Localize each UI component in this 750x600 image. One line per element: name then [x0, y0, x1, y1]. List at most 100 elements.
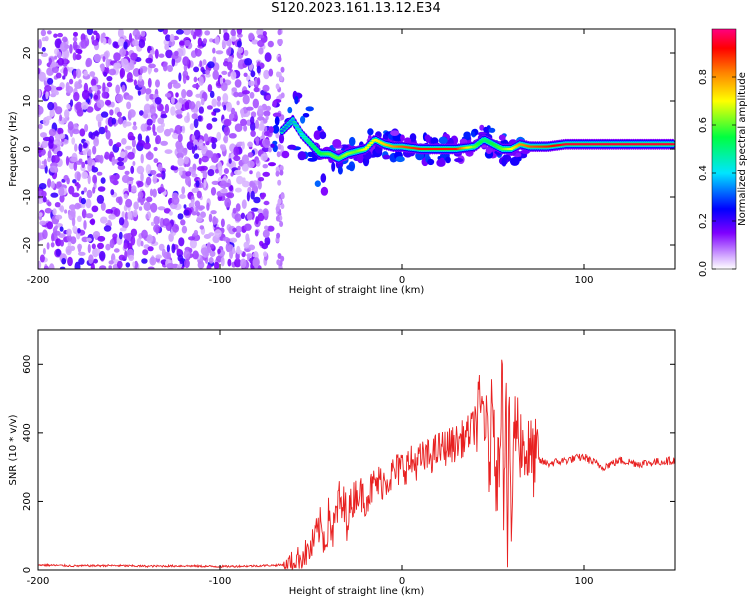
noise-blob [248, 32, 255, 41]
noise-blob [260, 119, 264, 130]
noise-blob [125, 95, 133, 100]
noise-blob [87, 157, 93, 166]
noise-blob [150, 202, 158, 213]
ridge-blob [400, 134, 405, 142]
noise-blob [100, 111, 109, 118]
noise-blob [192, 250, 199, 260]
noise-blob [241, 163, 249, 172]
noise-blob [224, 197, 232, 208]
noise-blob [143, 142, 151, 150]
noise-blob [171, 57, 176, 67]
noise-blob [235, 187, 242, 193]
snr-line [38, 359, 675, 570]
noise-blob [179, 257, 184, 265]
noise-blob [90, 262, 95, 269]
noise-blob [87, 243, 91, 254]
noise-blob [47, 201, 52, 207]
noise-blob [246, 253, 253, 258]
ridge-segment [305, 140, 311, 143]
noise-blob [155, 79, 160, 88]
noise-blob [38, 141, 41, 147]
noise-blob [191, 187, 200, 194]
noise-blob [125, 145, 132, 150]
noise-blob [89, 219, 95, 225]
noise-blob [181, 125, 186, 134]
ridge-blob [346, 164, 355, 171]
snr-background [38, 330, 675, 570]
noise-blob [104, 125, 108, 133]
ridge-blob [337, 166, 343, 175]
noise-blob [96, 99, 105, 109]
noise-blob [138, 206, 143, 211]
noise-blob [85, 213, 94, 219]
y-tick-label: 400 [22, 423, 33, 442]
ridge-blob [272, 100, 277, 108]
noise-blob [169, 128, 174, 133]
noise-blob [74, 261, 81, 269]
noise-blob [250, 190, 255, 200]
noise-blob [56, 86, 63, 91]
ridge-blob [357, 154, 364, 164]
noise-blob [203, 178, 207, 189]
noise-blob [174, 50, 179, 57]
noise-blob [93, 137, 99, 147]
ridge-blob [319, 131, 327, 140]
noise-blob [100, 216, 108, 224]
noise-blob [91, 243, 96, 250]
noise-blob [234, 79, 242, 88]
noise-blob [136, 165, 145, 175]
noise-blob [223, 168, 229, 174]
noise-blob [145, 213, 149, 220]
noise-blob [183, 250, 191, 259]
noise-blob [55, 72, 62, 79]
noise-blob [72, 225, 78, 232]
x-tick-label: -200 [27, 576, 50, 587]
noise-blob [233, 91, 239, 98]
noise-blob [93, 258, 98, 264]
noise-blob [115, 84, 121, 95]
noise-blob [57, 127, 64, 135]
noise-blob [48, 263, 55, 269]
noise-blob [211, 117, 218, 122]
noise-blob [40, 132, 47, 138]
noise-blob [38, 71, 46, 82]
ridge-segment [362, 148, 368, 151]
noise-blob [71, 137, 76, 145]
noise-blob [222, 93, 229, 103]
noise-blob [65, 245, 72, 256]
noise-blob [158, 103, 164, 112]
ridge-blob [268, 126, 274, 134]
ridge-segment [476, 142, 481, 145]
noise-blob [166, 244, 170, 253]
noise-blob [257, 208, 263, 214]
y-tick-label: 200 [22, 492, 33, 511]
noise-blob [261, 130, 265, 139]
noise-blob [241, 154, 249, 165]
noise-blob [131, 138, 136, 148]
noise-blob [102, 82, 106, 92]
noise-blob [236, 29, 243, 35]
noise-blob [219, 188, 228, 194]
noise-blob [145, 57, 153, 64]
noise-blob [91, 165, 95, 171]
noise-blob [126, 101, 132, 110]
noise-blob [164, 93, 172, 98]
ridge-blob [332, 139, 342, 148]
noise-blob [153, 158, 159, 164]
noise-blob [230, 70, 237, 80]
noise-blob [74, 81, 80, 90]
noise-blob [63, 67, 68, 77]
noise-blob [42, 196, 47, 203]
noise-blob [38, 183, 47, 190]
noise-blob [140, 153, 144, 164]
noise-blob [47, 178, 52, 188]
noise-blob [105, 209, 114, 214]
noise-blob [177, 133, 183, 143]
x-tick-label: -100 [209, 275, 232, 286]
noise-blob [194, 206, 199, 213]
noise-blob [86, 237, 92, 242]
noise-blob [212, 217, 219, 225]
ridge-segment [310, 144, 315, 147]
noise-blob [119, 227, 127, 232]
